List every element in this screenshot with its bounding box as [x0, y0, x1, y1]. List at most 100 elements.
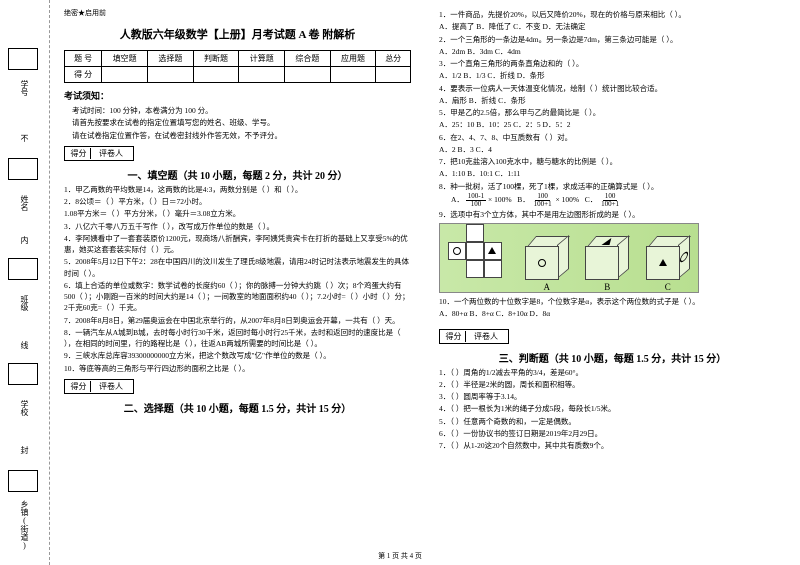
notice-item: 考试时间：100 分钟，本卷满分为 100 分。	[72, 105, 411, 116]
section-3-title: 三、判断题（共 10 小题，每题 1.5 分，共计 15 分）	[439, 350, 786, 365]
dash-char-nei: 内	[21, 235, 29, 246]
score-box-2: 得分评卷人	[64, 379, 134, 394]
q2-10o: A．80+α B．8+α C．8+10α D．8α	[439, 308, 786, 319]
q2-2o: A．2dm B．3dm C．4dm	[439, 46, 786, 57]
q2-3: 3．一个直角三角形的两条直角边和的（ ）。	[439, 58, 786, 69]
margin-label-class: 班级	[19, 295, 30, 311]
section-1-title: 一、填空题（共 10 小题，每题 2 分，共计 20 分）	[64, 167, 411, 182]
th-total: 总分	[376, 51, 411, 67]
margin-label-id: 学号	[19, 80, 30, 96]
q2-6: 6．在2、4、7、8、中互质数有（ ）对。	[439, 132, 786, 143]
cube-label-C: C	[646, 282, 690, 292]
page-footer: 第 1 页 共 4 页	[0, 551, 800, 561]
th-comp: 综合题	[285, 51, 331, 67]
dash-char-xian: 线	[21, 340, 29, 351]
cube-net	[448, 228, 508, 288]
q2-6o: A．2 B．3 C．4	[439, 144, 786, 155]
cube-label-B: B	[585, 282, 629, 292]
th-app: 应用题	[330, 51, 376, 67]
circle-icon	[538, 259, 546, 267]
frac-B: 100100+1	[532, 193, 554, 208]
section-2-title: 二、选择题（共 10 小题，每题 1.5 分，共计 15 分）	[64, 400, 411, 415]
cube-C: C	[646, 236, 690, 280]
circle-icon	[453, 247, 461, 255]
q2-4o: A．扇形 B．折线 C．条形	[439, 95, 786, 106]
margin-box-id	[8, 48, 38, 70]
score-box-1: 得分评卷人	[64, 146, 134, 161]
score-table: 题 号 填空题 选择题 判断题 计算题 综合题 应用题 总分 得 分	[64, 50, 411, 83]
triangle-icon	[488, 247, 496, 254]
q1-4: 4．李阿姨看中了一套套装原价1200元，现商场八折酬宾，李阿姨凭贵宾卡在打折的基…	[64, 233, 411, 256]
q2-2: 2．一个三角形的一条边是4dm。另一条边是7dm，第三条边可能是（ ）。	[439, 34, 786, 45]
score-label: 得分	[442, 331, 466, 342]
q1-5: 5．2008年5月12日下午2：28在中国四川的汶川发生了理氏8级地震，请用24…	[64, 256, 411, 279]
q3-7: 7．（ ）从1-20这20个自然数中，其中共有质数9个。	[439, 440, 786, 451]
q2-9: 9．选项中有3个立方体，其中不是用左边图形折成的是（ ）。	[439, 209, 786, 220]
q3-2: 2．（ ）半径是2米的圆，周长和面积相等。	[439, 379, 786, 390]
score-label: 得分	[67, 381, 91, 392]
score-label: 得分	[67, 148, 91, 159]
th-num: 题 号	[65, 51, 102, 67]
dash-char-bu: 不	[21, 133, 29, 144]
opt-A: A．	[451, 195, 464, 204]
cube-A: A	[525, 236, 569, 280]
th-fill: 填空题	[102, 51, 148, 67]
triangle-icon	[659, 259, 667, 266]
circle-icon	[680, 250, 688, 265]
margin-box-school	[8, 363, 38, 385]
secret-note: 绝密★启用前	[64, 8, 411, 18]
q3-3: 3．（ ）圆周率等于3.14。	[439, 391, 786, 402]
q3-6: 6．（ ）一份协议书的签订日期是2019年2月29日。	[439, 428, 786, 439]
q2-3o: A．1/2 B．1/3 C．折线 D．条形	[439, 70, 786, 81]
q1-6: 6．填上合适的单位或数字：数学试卷的长度约60（ ）；你的脉搏一分钟大约跳（ ）…	[64, 280, 411, 314]
grader-label: 评卷人	[91, 381, 131, 392]
right-column: 1．一件商品，先提价20%，以后又降价20%，现在的价格与原来相比（ ）。 A．…	[425, 0, 800, 565]
q2-7: 7．把10克盐溶入100克水中，糖与糖水的比例是（ ）。	[439, 156, 786, 167]
exam-title: 人教版六年级数学【上册】月考试题 A 卷 附解析	[64, 26, 411, 42]
td-score: 得 分	[65, 67, 102, 83]
q1-2a: 2．8公顷＝（ ）平方米，（ ）日＝72小时。	[64, 196, 411, 207]
margin-label-town: 乡镇(街道)	[19, 500, 30, 550]
left-column: 绝密★启用前 人教版六年级数学【上册】月考试题 A 卷 附解析 题 号 填空题 …	[50, 0, 425, 565]
notice-title: 考试须知：	[64, 89, 411, 102]
dash-char-feng: 封	[21, 445, 29, 456]
margin-box-class	[8, 258, 38, 280]
q2-4: 4．要表示一位病人一天体温变化情况，绘制（ ）统计图比较合适。	[439, 83, 786, 94]
q2-1: 1．一件商品，先提价20%，以后又降价20%，现在的价格与原来相比（ ）。	[439, 9, 786, 20]
margin-label-school: 学校	[19, 400, 30, 416]
table-row: 得 分	[65, 67, 411, 83]
q2-8-fracs: A． 100-1100 × 100% B． 100100+1 × 100% C．…	[439, 193, 786, 208]
q3-4: 4．（ ）把一根长为1米的绳子分成5段，每段长1/5米。	[439, 403, 786, 414]
th-choice: 选择题	[148, 51, 194, 67]
q1-3: 3．八亿六千零八万五千写作（ ），改写成万作单位的数是（ ）。	[64, 221, 411, 232]
opt-C: C．	[585, 195, 598, 204]
notice-item: 请首先按要求在试卷的指定位置填写您的姓名、班级、学号。	[72, 117, 411, 128]
margin-box-name	[8, 158, 38, 180]
table-row: 题 号 填空题 选择题 判断题 计算题 综合题 应用题 总分	[65, 51, 411, 67]
th-judge: 判断题	[193, 51, 239, 67]
binding-margin: 乡镇(街道) 封 学校 线 班级 内 姓名 不 学号	[0, 0, 50, 565]
q2-8: 8．种一批树，活了100棵，死了1棵，求成活率的正确算式是（ ）。	[439, 181, 786, 192]
score-box-3: 得分评卷人	[439, 329, 509, 344]
q1-10: 10．等底等高的三角形与平行四边形的面积之比是（ ）。	[64, 363, 411, 374]
q1-1: 1．甲乙两数的平均数是14，这两数的比是4:3，两数分别是（ ）和（ ）。	[64, 184, 411, 195]
triangle-icon	[602, 238, 616, 245]
q2-10: 10．一个两位数的十位数字是8，个位数字是α，表示这个两位数的式子是（ ）。	[439, 296, 786, 307]
frac-C: 100100+1	[599, 193, 621, 208]
q2-5o: A．25：10 B．10：25 C．2：5 D．5：2	[439, 119, 786, 130]
q1-2b: 1.08平方米＝（ ）平方分米，（ ）毫升＝3.08立方米。	[64, 208, 411, 219]
q1-9: 9．三峡水库总库容39300000000立方米，把这个数改写成"亿"作单位的数是…	[64, 350, 411, 361]
q1-8: 8．一辆汽车从A城到B城，去时每小时行30千米，返回时每小时行25千米，去时和返…	[64, 327, 411, 350]
q2-5: 5．甲是乙的2.5倍，那么甲与乙的最简比是（ ）。	[439, 107, 786, 118]
frac-A: 100-1100	[466, 193, 486, 208]
frac-suffix-B: × 100%	[555, 195, 579, 204]
frac-suffix-A: × 100%	[488, 195, 512, 204]
opt-B: B．	[517, 195, 530, 204]
cube-label-A: A	[525, 282, 569, 292]
cube-B: B	[585, 236, 629, 280]
q2-7o: A．1:10 B．10:1 C．1:11	[439, 168, 786, 179]
margin-box-town	[8, 470, 38, 492]
q3-1: 1．（ ）周角的1/2减去平角的3/4，差是60°。	[439, 367, 786, 378]
q1-7: 7．2008年8月8日，第29届奥运会在中国北京举行的，从2007年8月8日到奥…	[64, 315, 411, 326]
notice-item: 请在试卷指定位置作答，在试卷密封线外作答无效，不予评分。	[72, 130, 411, 141]
